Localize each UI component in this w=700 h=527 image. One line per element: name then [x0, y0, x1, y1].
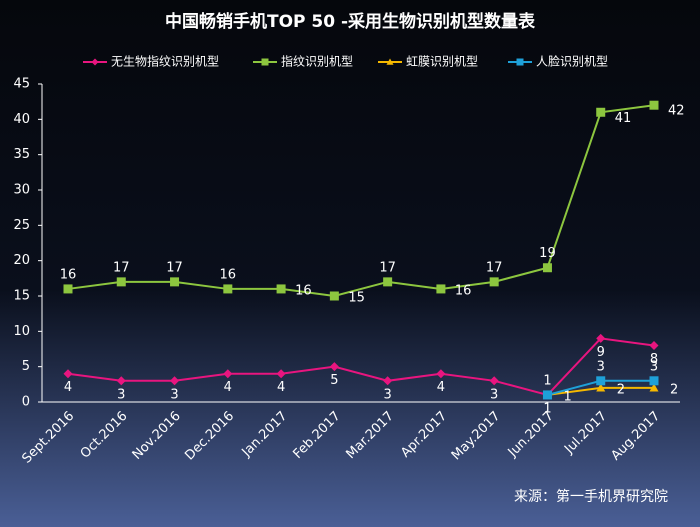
- data-label: 16: [60, 267, 77, 282]
- marker: [329, 291, 339, 301]
- data-label: 41: [615, 111, 632, 126]
- data-label: 16: [455, 283, 472, 298]
- marker: [91, 58, 99, 66]
- y-tick-label: 45: [13, 77, 30, 92]
- marker: [116, 277, 126, 287]
- data-label: 3: [650, 359, 658, 374]
- legend-label: 人脸识别机型: [536, 55, 608, 69]
- legend-label: 指纹识别机型: [281, 54, 353, 69]
- data-label: 19: [539, 246, 556, 261]
- marker: [542, 390, 552, 400]
- marker: [516, 58, 524, 66]
- marker: [596, 333, 606, 343]
- marker: [276, 369, 286, 379]
- marker: [261, 58, 269, 66]
- data-label: 5: [330, 373, 338, 388]
- marker: [649, 383, 659, 392]
- marker: [276, 284, 286, 294]
- data-label: 3: [597, 359, 605, 374]
- marker: [63, 284, 73, 294]
- data-label: 17: [166, 260, 183, 275]
- y-tick-label: 10: [13, 324, 30, 339]
- marker: [223, 284, 233, 294]
- data-label: 16: [220, 267, 237, 282]
- marker: [436, 284, 446, 294]
- marker: [329, 362, 339, 372]
- marker: [542, 263, 552, 273]
- marker: [63, 369, 73, 379]
- data-label: 4: [277, 380, 285, 395]
- y-tick-label: 0: [22, 395, 30, 410]
- marker: [649, 340, 659, 350]
- marker: [596, 376, 606, 386]
- chart-title: 中国畅销手机TOP 50 -采用生物识别机型数量表: [165, 11, 536, 32]
- data-label: 16: [295, 283, 312, 298]
- legend-label: 虹膜识别机型: [406, 55, 478, 69]
- data-label: 2: [617, 382, 625, 397]
- data-label: 8: [650, 352, 658, 367]
- marker: [170, 277, 180, 287]
- data-label: 17: [379, 260, 396, 275]
- marker: [649, 100, 659, 110]
- data-label: 3: [117, 387, 125, 402]
- marker: [223, 369, 233, 379]
- legend-label: 无生物指纹识别机型: [111, 54, 219, 69]
- marker: [116, 376, 126, 386]
- marker: [649, 376, 659, 386]
- series-line: [67, 337, 655, 397]
- data-label: 2: [670, 382, 678, 397]
- source: 来源：第一手机界研究院: [514, 488, 668, 505]
- data-label: 1: [563, 389, 571, 404]
- marker: [596, 107, 606, 117]
- y-tick-label: 40: [13, 112, 30, 127]
- marker: [436, 369, 446, 379]
- y-tick-label: 5: [22, 359, 30, 374]
- data-label: 17: [113, 260, 130, 275]
- y-tick-label: 30: [13, 183, 30, 198]
- data-label: 4: [64, 380, 72, 395]
- y-tick-label: 25: [13, 218, 30, 233]
- data-label: 15: [348, 291, 365, 306]
- data-label: 17: [486, 260, 503, 275]
- y-tick-label: 20: [13, 253, 30, 268]
- data-label: 3: [170, 387, 178, 402]
- data-label: 4: [437, 380, 445, 395]
- marker: [489, 277, 499, 287]
- y-tick-label: 15: [13, 289, 30, 304]
- marker: [383, 277, 393, 287]
- data-label: 9: [597, 345, 605, 360]
- data-label: 3: [490, 387, 498, 402]
- data-label: 1: [543, 401, 551, 416]
- marker: [383, 376, 393, 386]
- marker: [489, 376, 499, 386]
- data-label: 3: [383, 387, 391, 402]
- series-line: [67, 104, 655, 298]
- marker: [170, 376, 180, 386]
- marker: [596, 383, 606, 392]
- y-tick-label: 35: [13, 147, 30, 162]
- marker: [386, 58, 394, 65]
- data-label: 4: [224, 380, 232, 395]
- data-label: 42: [668, 104, 685, 119]
- data-label: 1: [543, 373, 551, 388]
